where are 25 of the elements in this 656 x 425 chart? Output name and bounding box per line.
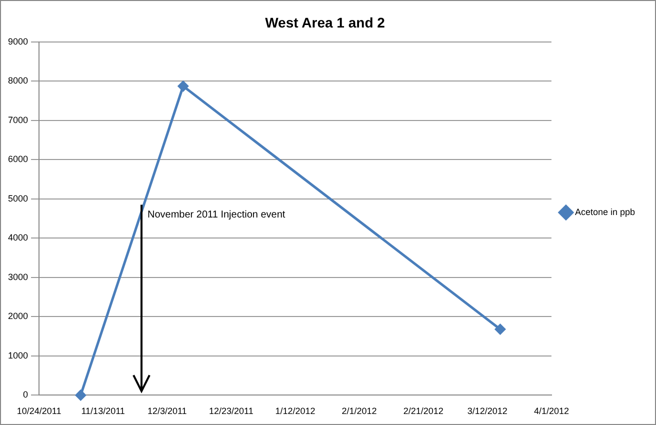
x-tick-label: 12/3/2011 xyxy=(147,406,187,416)
x-tick-label: 2/1/2012 xyxy=(342,406,377,416)
y-tick-label: 6000 xyxy=(8,154,28,164)
y-tick-label: 3000 xyxy=(8,272,28,282)
chart-title: West Area 1 and 2 xyxy=(265,14,386,30)
y-tick-label: 4000 xyxy=(8,232,28,243)
y-tick-label: 5000 xyxy=(8,193,28,204)
y-tick-label: 1000 xyxy=(8,350,28,360)
annotation: November 2011 Injection event xyxy=(148,210,286,221)
point xyxy=(75,390,86,400)
x-tick-label: 1/12/2012 xyxy=(275,406,316,416)
point xyxy=(178,80,188,92)
y-tick-label: 8000 xyxy=(8,76,28,86)
y-tick-label: 2000 xyxy=(8,311,28,322)
y-tick-label: 7000 xyxy=(8,114,28,125)
y-tick-label: 9000 xyxy=(8,36,28,46)
x-tick-label: 12/23/2011 xyxy=(208,406,254,416)
y-tick-label: 0 xyxy=(23,390,28,400)
x-tick-label: 10/24/2011 xyxy=(16,406,62,416)
legend-label: Acetone in ppb xyxy=(574,206,635,217)
x-tick-label: 4/1/2012 xyxy=(534,406,569,416)
x-tick-label: 11/13/2011 xyxy=(81,406,125,416)
point xyxy=(494,324,506,334)
x-tick-label: 3/12/2012 xyxy=(467,406,508,416)
x-tick-label: 2/21/2012 xyxy=(403,406,444,416)
